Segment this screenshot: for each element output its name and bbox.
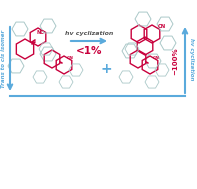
Text: hv cyclization: hv cyclization [65, 32, 113, 36]
Text: <1%: <1% [76, 46, 102, 56]
Text: CN: CN [158, 25, 166, 29]
Text: +: + [100, 62, 112, 76]
Text: ~100%: ~100% [172, 47, 178, 75]
Text: NC: NC [36, 29, 44, 35]
Text: Trans to cis isomer: Trans to cis isomer [2, 30, 7, 88]
Text: hv cyclization: hv cyclization [190, 38, 194, 80]
Text: CN: CN [152, 56, 159, 60]
Text: CN: CN [67, 56, 73, 60]
